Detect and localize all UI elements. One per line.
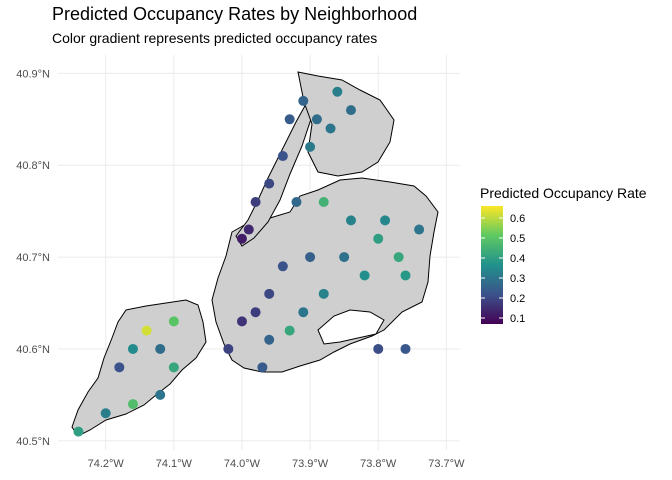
occupancy-point xyxy=(291,196,302,207)
occupancy-point xyxy=(345,105,356,116)
legend-label: 0.6 xyxy=(510,213,525,225)
legend: Predicted Occupancy Rate 0.6 0.5 0.4 0.3 0.2… xyxy=(480,185,647,325)
legend-label: 0.3 xyxy=(510,273,525,285)
legend-title: Predicted Occupancy Rate xyxy=(480,185,647,201)
occupancy-point xyxy=(298,95,309,106)
occupancy-point xyxy=(318,288,329,299)
x-tick-label: 73.8°W xyxy=(360,458,397,470)
legend-label: 0.4 xyxy=(510,253,525,265)
occupancy-point xyxy=(257,362,268,373)
staten-island-land xyxy=(71,299,207,437)
occupancy-point xyxy=(168,362,179,373)
legend-label: 0.1 xyxy=(510,313,525,325)
occupancy-point xyxy=(414,224,425,235)
occupancy-point xyxy=(298,307,309,318)
x-tick-label: 74.0°W xyxy=(224,458,261,470)
y-axis-ticks: 40.5°N 40.6°N 40.7°N 40.8°N 40.9°N xyxy=(16,68,50,447)
occupancy-point xyxy=(100,408,111,419)
occupancy-point xyxy=(250,196,261,207)
occupancy-point xyxy=(359,270,370,281)
occupancy-point xyxy=(277,261,288,272)
y-tick-label: 40.7°N xyxy=(16,252,50,264)
bronx-land xyxy=(297,71,395,177)
y-tick-label: 40.5°N xyxy=(16,436,50,448)
occupancy-point xyxy=(318,196,329,207)
occupancy-point xyxy=(400,343,411,354)
occupancy-point xyxy=(236,316,247,327)
occupancy-point xyxy=(277,151,288,162)
occupancy-point xyxy=(250,307,261,318)
x-tick-label: 73.9°W xyxy=(292,458,329,470)
grid-lines xyxy=(58,55,460,450)
occupancy-point xyxy=(155,389,166,400)
occupancy-point xyxy=(264,288,275,299)
jamaica-bay-water xyxy=(317,309,385,345)
legend-label: 0.2 xyxy=(510,293,525,305)
occupancy-point xyxy=(380,215,391,226)
x-tick-label: 74.1°W xyxy=(156,458,193,470)
occupancy-points xyxy=(73,86,425,437)
occupancy-point xyxy=(243,224,254,235)
occupancy-point xyxy=(339,252,350,263)
occupancy-point xyxy=(345,215,356,226)
occupancy-point xyxy=(236,233,247,244)
occupancy-point xyxy=(127,399,138,410)
occupancy-point xyxy=(373,343,384,354)
occupancy-point xyxy=(284,114,295,125)
y-tick-label: 40.6°N xyxy=(16,344,50,356)
legend-colorbar xyxy=(481,206,503,324)
x-tick-label: 73.7°W xyxy=(428,458,465,470)
occupancy-point xyxy=(155,343,166,354)
occupancy-point xyxy=(311,114,322,125)
occupancy-point xyxy=(400,270,411,281)
occupancy-point xyxy=(305,141,316,152)
y-tick-label: 40.8°N xyxy=(16,160,50,172)
y-tick-label: 40.9°N xyxy=(16,68,50,80)
occupancy-point xyxy=(223,343,234,354)
occupancy-point xyxy=(305,252,316,263)
page-subtitle: Color gradient represents predicted occu… xyxy=(52,30,378,46)
occupancy-point xyxy=(332,86,343,97)
x-tick-label: 74.2°W xyxy=(88,458,125,470)
occupancy-point xyxy=(127,343,138,354)
occupancy-point xyxy=(168,316,179,327)
x-axis-ticks: 74.2°W 74.1°W 74.0°W 73.9°W 73.8°W 73.7°W xyxy=(88,458,465,470)
occupancy-point xyxy=(264,178,275,189)
occupancy-point xyxy=(284,325,295,336)
occupancy-point xyxy=(264,334,275,345)
page-title: Predicted Occupancy Rates by Neighborhoo… xyxy=(52,4,418,24)
occupancy-point xyxy=(373,233,384,244)
occupancy-point xyxy=(393,252,404,263)
legend-label: 0.5 xyxy=(510,233,525,245)
occupancy-point xyxy=(325,123,336,134)
occupancy-point xyxy=(114,362,125,373)
occupancy-point xyxy=(141,325,152,336)
occupancy-point xyxy=(73,426,84,437)
borough-boundaries xyxy=(71,71,439,437)
